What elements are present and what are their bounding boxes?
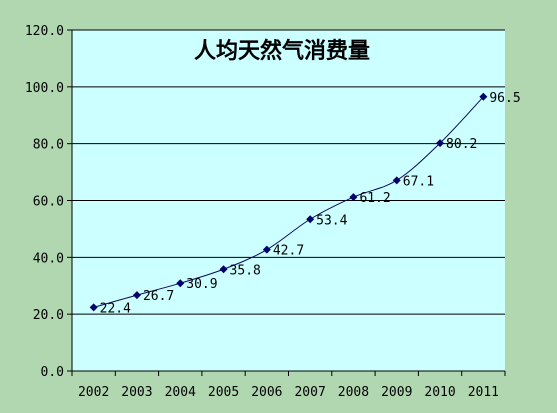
y-tick-label: 60.0 <box>33 195 64 210</box>
x-tick-label: 2011 <box>468 385 499 400</box>
x-axis-tick-labels: 2002 2003 2004 2005 2006 2007 2008 2009 2010 2011 <box>78 385 499 400</box>
x-tick-label: 2006 <box>251 385 282 400</box>
data-point-marker <box>132 291 141 300</box>
data-point-marker <box>436 139 445 148</box>
series-line-path <box>93 96 484 308</box>
data-label: 96.5 <box>489 91 520 106</box>
x-tick-label: 2007 <box>294 385 325 400</box>
data-label: 42.7 <box>273 244 304 259</box>
data-point-marker <box>306 215 315 224</box>
series-line <box>93 96 484 308</box>
data-label: 80.2 <box>446 137 477 152</box>
y-tick-label: 120.0 <box>25 24 64 39</box>
data-point-marker <box>89 303 98 312</box>
data-label: 26.7 <box>143 289 174 304</box>
x-tick-label: 2002 <box>78 385 109 400</box>
y-axis-tick-labels: 0.0 20.0 40.0 60.0 80.0 100.0 120.0 <box>25 24 64 380</box>
data-point-marker <box>176 279 185 288</box>
x-tick-label: 2005 <box>208 385 239 400</box>
series-markers <box>89 92 488 312</box>
data-label: 53.4 <box>316 213 347 228</box>
data-label: 30.9 <box>186 277 217 292</box>
data-point-marker <box>392 176 401 185</box>
y-tick-label: 40.0 <box>33 251 64 266</box>
chart-title: 人均天然气消费量 <box>194 38 370 64</box>
x-tick-label: 2009 <box>381 385 412 400</box>
x-tick-label: 2003 <box>121 385 152 400</box>
data-point-marker <box>349 193 358 202</box>
data-labels: 22.4 26.7 30.9 35.8 42.7 53.4 61.2 67.1 80.2 96.5 <box>100 91 521 317</box>
x-tick-label: 2010 <box>424 385 455 400</box>
y-tick-label: 100.0 <box>25 81 64 96</box>
x-tick-label: 2008 <box>338 385 369 400</box>
data-point-marker <box>479 92 488 101</box>
axes <box>71 30 506 376</box>
data-point-marker <box>219 265 228 274</box>
y-tick-label: 20.0 <box>33 308 64 323</box>
data-label: 22.4 <box>100 301 131 316</box>
data-point-marker <box>262 245 271 254</box>
data-label: 67.1 <box>403 174 434 189</box>
data-label: 61.2 <box>359 191 390 206</box>
y-tick-label: 80.0 <box>33 138 64 153</box>
x-tick-label: 2004 <box>165 385 196 400</box>
data-label: 35.8 <box>230 263 261 278</box>
y-tick-label: 0.0 <box>41 365 64 380</box>
